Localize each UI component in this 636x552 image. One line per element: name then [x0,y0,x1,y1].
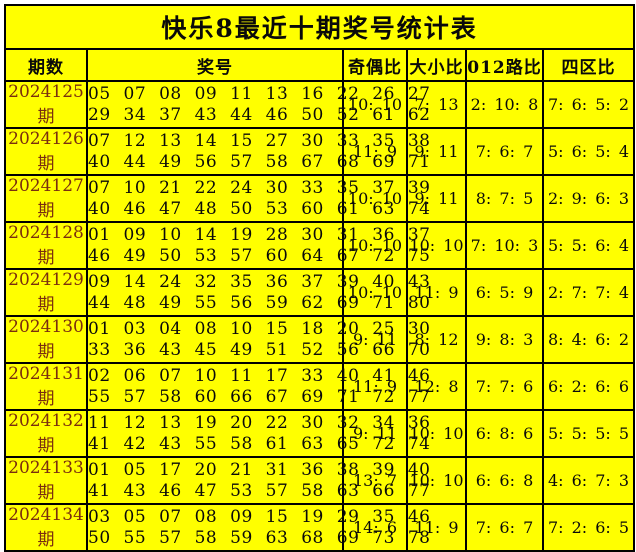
odd-even-ratio-cell: 10: 10 [342,174,408,223]
big-small-ratio-cell: 10: 10 [406,221,467,270]
road-012-ratio-cell: 7: 6: 7 [465,127,544,176]
period-cell: 2024130期 [4,315,88,364]
table-row: 2024126期 07 12 13 14 15 27 30 33 35 38 4… [4,127,636,176]
period-cell: 2024128期 [4,221,88,270]
odd-even-ratio-cell: 11: 9 [342,362,408,411]
page-title: 快乐8最近十期奖号统计表 [3,4,636,50]
header-row: 期数 奖号 奇偶比 大小比 012路比 四区比 [4,48,636,82]
numbers-cell: 01 05 17 20 21 31 36 38 39 40 41 43 46 4… [86,456,431,505]
numbers-line-2: 41 42 43 55 58 61 63 65 72 74 [88,433,431,454]
numbers-line-1: 07 12 13 14 15 27 30 33 35 38 [88,130,431,151]
period-cell: 2024126期 [4,127,88,176]
table-row: 2024125期 05 07 08 09 11 13 16 22 26 27 2… [4,80,636,129]
numbers-line-2: 41 43 46 47 53 57 58 63 66 77 [88,480,431,501]
table-row: 2024129期 09 14 24 32 35 36 37 39 40 43 4… [4,268,636,317]
lottery-stats-frame: 快乐8最近十期奖号统计表 期数 奖号 奇偶比 大小比 012路比 四区比 202… [3,4,636,552]
big-small-ratio-cell: 9: 11 [406,174,467,223]
road-012-ratio-cell: 6: 5: 9 [465,268,544,317]
table-row: 2024131期 02 06 07 10 11 17 33 40 41 46 5… [4,362,636,411]
four-zone-ratio-cell: 2: 9: 6: 3 [541,174,636,223]
numbers-line-2: 40 44 49 56 57 58 67 68 69 71 [88,151,431,172]
table-row: 2024134期 03 05 07 08 09 15 19 29 35 46 5… [4,503,636,552]
numbers-cell: 11 12 13 19 20 22 30 32 34 36 41 42 43 5… [86,409,431,458]
road-012-ratio-cell: 7: 6: 7 [465,503,544,552]
title-row: 快乐8最近十期奖号统计表 [3,4,636,50]
period-cell: 2024132期 [4,409,88,458]
odd-even-ratio-cell: 13: 7 [342,456,408,505]
big-small-ratio-cell: 12: 8 [406,362,467,411]
odd-even-ratio-cell: 10: 10 [342,221,408,270]
stats-table: 快乐8最近十期奖号统计表 期数 奖号 奇偶比 大小比 012路比 四区比 202… [3,4,636,552]
period-cell: 2024131期 [4,362,88,411]
big-small-ratio-cell: 9: 11 [406,127,467,176]
period-cell: 2024129期 [4,268,88,317]
four-zone-ratio-cell: 8: 4: 6: 2 [541,315,636,364]
four-zone-ratio-cell: 2: 7: 7: 4 [541,268,636,317]
numbers-cell: 09 14 24 32 35 36 37 39 40 43 44 48 49 5… [86,268,431,317]
odd-even-ratio-cell: 11: 9 [342,127,408,176]
road-012-ratio-cell: 6: 8: 6 [465,409,544,458]
four-zone-ratio-cell: 7: 6: 5: 2 [541,80,636,129]
numbers-cell: 01 09 10 14 19 28 30 31 36 37 46 49 50 5… [86,221,431,270]
four-zone-ratio-cell: 6: 2: 6: 6 [541,362,636,411]
period-cell: 2024134期 [4,503,88,552]
four-zone-ratio-cell: 5: 5: 6: 4 [541,221,636,270]
numbers-cell: 01 03 04 08 10 15 18 20 25 30 33 36 43 4… [86,315,431,364]
period-cell: 2024133期 [4,456,88,505]
table-row: 2024133期 01 05 17 20 21 31 36 38 39 40 4… [4,456,636,505]
numbers-cell: 05 07 08 09 11 13 16 22 26 27 29 34 37 4… [86,80,431,129]
four-zone-ratio-cell: 5: 6: 5: 4 [541,127,636,176]
four-zone-ratio-cell: 7: 2: 6: 5 [541,503,636,552]
odd-even-ratio-cell: 10: 10 [342,268,408,317]
column-header-four-zone: 四区比 [541,48,636,82]
column-header-012-road: 012路比 [465,48,544,82]
table-row: 2024128期 01 09 10 14 19 28 30 31 36 37 4… [4,221,636,270]
road-012-ratio-cell: 8: 7: 5 [465,174,544,223]
big-small-ratio-cell: 8: 12 [406,315,467,364]
numbers-line-2: 46 49 50 53 57 60 64 67 72 75 [88,245,431,266]
numbers-line-2: 29 34 37 43 44 46 50 52 61 62 [88,104,431,125]
numbers-cell: 03 05 07 08 09 15 19 29 35 46 50 55 57 5… [86,503,431,552]
big-small-ratio-cell: 10: 10 [406,456,467,505]
odd-even-ratio-cell: 10: 10 [342,80,408,129]
numbers-line-2: 55 57 58 60 66 67 69 71 72 77 [88,386,431,407]
table-row: 2024127期 07 10 21 22 24 30 33 35 37 39 4… [4,174,636,223]
numbers-line-1: 05 07 08 09 11 13 16 22 26 27 [88,83,431,104]
table-row: 2024132期 11 12 13 19 20 22 30 32 34 36 4… [4,409,636,458]
numbers-line-1: 01 05 17 20 21 31 36 38 39 40 [88,459,431,480]
period-cell: 2024127期 [4,174,88,223]
odd-even-ratio-cell: 9: 11 [342,315,408,364]
column-header-period: 期数 [4,48,88,82]
numbers-line-1: 07 10 21 22 24 30 33 35 37 39 [88,177,431,198]
numbers-line-2: 40 46 47 48 50 53 60 61 63 74 [88,198,431,219]
column-header-numbers: 奖号 [86,48,344,82]
road-012-ratio-cell: 7: 7: 6 [465,362,544,411]
big-small-ratio-cell: 10: 10 [406,409,467,458]
big-small-ratio-cell: 7: 13 [406,80,467,129]
numbers-line-2: 50 55 57 58 59 63 68 69 73 78 [88,527,431,548]
numbers-cell: 07 10 21 22 24 30 33 35 37 39 40 46 47 4… [86,174,431,223]
numbers-line-1: 01 09 10 14 19 28 30 31 36 37 [88,224,431,245]
big-small-ratio-cell: 11: 9 [406,268,467,317]
numbers-cell: 07 12 13 14 15 27 30 33 35 38 40 44 49 5… [86,127,431,176]
table-row: 2024130期 01 03 04 08 10 15 18 20 25 30 3… [4,315,636,364]
numbers-line-1: 01 03 04 08 10 15 18 20 25 30 [88,318,431,339]
numbers-line-1: 03 05 07 08 09 15 19 29 35 46 [88,506,431,527]
road-012-ratio-cell: 7: 10: 3 [465,221,544,270]
column-header-odd-even: 奇偶比 [342,48,408,82]
numbers-line-1: 09 14 24 32 35 36 37 39 40 43 [88,271,431,292]
numbers-cell: 02 06 07 10 11 17 33 40 41 46 55 57 58 6… [86,362,431,411]
numbers-line-2: 33 36 43 45 49 51 52 56 66 70 [88,339,431,360]
numbers-line-2: 44 48 49 55 56 59 62 69 71 80 [88,292,431,313]
road-012-ratio-cell: 2: 10: 8 [465,80,544,129]
four-zone-ratio-cell: 5: 5: 5: 5 [541,409,636,458]
road-012-ratio-cell: 6: 6: 8 [465,456,544,505]
period-cell: 2024125期 [4,80,88,129]
road-012-ratio-cell: 9: 8: 3 [465,315,544,364]
odd-even-ratio-cell: 9: 11 [342,409,408,458]
numbers-line-1: 11 12 13 19 20 22 30 32 34 36 [88,412,431,433]
column-header-big-small: 大小比 [406,48,467,82]
four-zone-ratio-cell: 4: 6: 7: 3 [541,456,636,505]
numbers-line-1: 02 06 07 10 11 17 33 40 41 46 [88,365,431,386]
